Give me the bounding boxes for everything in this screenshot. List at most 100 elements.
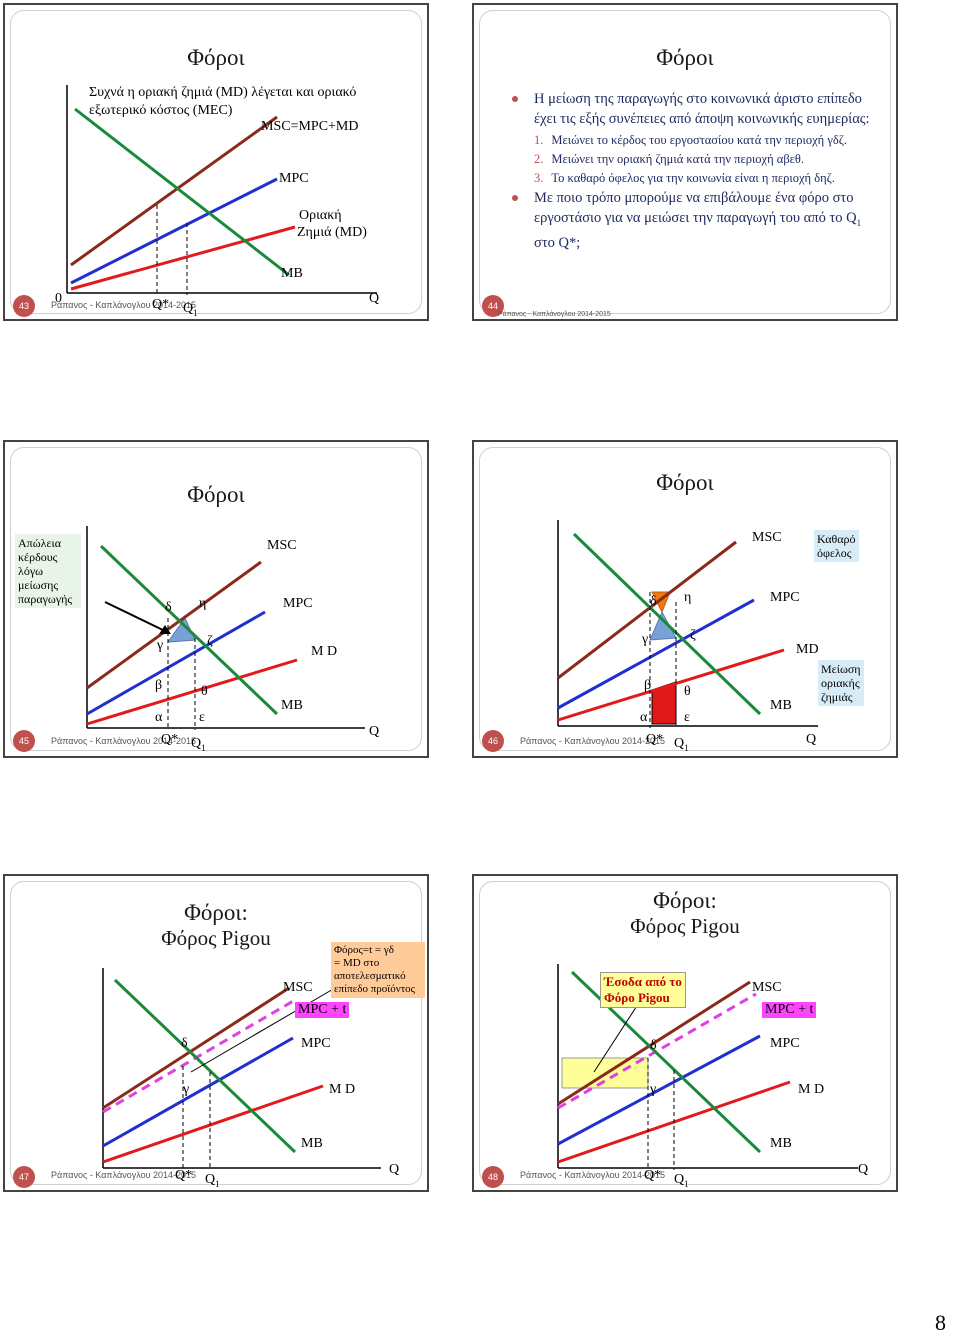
point-beta: β xyxy=(644,678,652,693)
slide-number-badge: 47 xyxy=(13,1166,35,1188)
net-benefit-diagram xyxy=(557,520,818,728)
point-alpha: α xyxy=(640,710,648,725)
slide-title-line1: Φόροι: xyxy=(653,888,717,913)
point-epsilon: ε xyxy=(684,710,690,725)
msc-label: MSC xyxy=(752,980,782,995)
tax-note: Φόρος=t = γδ = MD στο αποτελεσματικό επίπεδ… xyxy=(331,942,425,998)
qstar-label: Q* xyxy=(152,297,170,312)
point-delta: δ xyxy=(165,600,172,615)
msc-curve xyxy=(557,540,737,680)
slide-43: Φόροι Συχνά η οριακή ζημιά (MD) λέγεται … xyxy=(3,3,429,321)
mpc-curve xyxy=(70,177,278,285)
slide-title: Φόροι xyxy=(656,45,714,70)
slide-title-line1: Φόροι: xyxy=(184,900,248,925)
slide-number-badge: 45 xyxy=(13,730,35,752)
md-label: M D xyxy=(311,644,338,659)
point-theta: θ xyxy=(684,684,691,699)
mb-curve xyxy=(74,107,290,277)
q-axis-label: Q xyxy=(389,1162,400,1177)
list-item: 2. Μειώνει την οριακή ζημιά κατά την περι… xyxy=(534,152,805,166)
qstar-label: Q* xyxy=(646,732,664,747)
md-curve xyxy=(102,1084,324,1164)
point-delta: δ xyxy=(650,594,657,609)
list-item: 1. Μειώνει το κέρδος του εργοστασίου κατά… xyxy=(534,133,848,147)
q1-label: Q1 xyxy=(674,1172,689,1189)
slide-title: Φόροι xyxy=(656,470,714,495)
revenue-pointer xyxy=(593,997,643,1073)
revenue-note: Έσοδα από το Φόρο Pigou xyxy=(600,972,686,1008)
footer-text: Ράπανος - Καπλάνογλου 2014-2015 xyxy=(498,311,611,318)
q-axis-label: Q xyxy=(806,732,817,747)
md-label: M D xyxy=(329,1082,356,1097)
page-number: 8 xyxy=(935,1310,946,1335)
slide-frame xyxy=(10,881,422,1185)
slide-frame xyxy=(479,881,891,1185)
msc-label: MSC=MPC+MD xyxy=(261,119,359,134)
slide-number-badge: 46 xyxy=(482,730,504,752)
msc-label: MSC xyxy=(283,980,313,995)
point-beta: β xyxy=(155,678,163,693)
q1-label: Q1 xyxy=(183,301,198,318)
msc-curve xyxy=(70,115,278,267)
qstar-label: Q* xyxy=(175,1168,193,1183)
slide-number-badge: 43 xyxy=(13,295,35,317)
mpc-curve xyxy=(557,598,755,710)
mb-label: MB xyxy=(281,266,303,281)
pigou-tax-diagram xyxy=(102,968,381,1170)
footer-text: Ράπανος - Καπλάνογλου 2014-2015 xyxy=(520,1170,666,1180)
pigou-revenue-diagram xyxy=(557,964,858,1170)
mpc-plus-t-label: MPC + t xyxy=(762,1002,817,1018)
q-axis-label: Q xyxy=(369,724,380,739)
point-epsilon: ε xyxy=(199,710,205,725)
mpc-curve xyxy=(557,1034,761,1146)
point-zeta: ζ xyxy=(207,634,213,649)
footer-text: Ράπανος - Καπλάνογλου 2014-2015 xyxy=(51,1170,197,1180)
md-curve xyxy=(86,658,298,726)
md-label: M D xyxy=(798,1082,825,1097)
mpc-label: MPC xyxy=(770,1036,800,1051)
msc-curve xyxy=(102,986,290,1110)
bullet-2: Με ποιο τρόπο μπορούμε να επιβάλουμε ένα… xyxy=(512,188,882,253)
intro-line1: Συχνά η οριακή ζημιά (MD) λέγεται και ορ… xyxy=(89,85,357,100)
md-label: MD xyxy=(796,642,819,657)
bullet-1: Η μείωση της παραγωγής στο κοινωνικά άρι… xyxy=(512,89,882,129)
md-curve xyxy=(70,225,296,291)
mb-curve xyxy=(99,544,279,716)
tax-pointer xyxy=(190,987,336,1073)
slide-frame xyxy=(479,10,891,314)
msc-label: MSC xyxy=(752,530,782,545)
q1-label: Q1 xyxy=(191,736,206,753)
footer-text: Ράπανος - Καπλάνογλου 2014-2015 xyxy=(51,736,197,746)
slide-frame xyxy=(10,447,422,751)
point-alpha: α xyxy=(155,710,163,725)
mb-label: MB xyxy=(301,1136,323,1151)
slide-body: Η μείωση της παραγωγής στο κοινωνικά άρι… xyxy=(512,89,882,255)
point-delta: δ xyxy=(181,1036,188,1051)
slide-title: Φόροι xyxy=(187,482,245,507)
point-zeta: ζ xyxy=(690,628,696,643)
q-axis-label: Q xyxy=(858,1162,869,1177)
mpc-curve xyxy=(86,610,266,716)
arrow-head xyxy=(159,625,171,634)
slide-frame xyxy=(479,447,891,751)
pointer-arrow xyxy=(104,601,168,633)
point-gamma: γ xyxy=(183,1082,190,1097)
net-benefit-note: Καθαρό όφελος xyxy=(814,530,859,562)
mpc-plus-t-label: MPC + t xyxy=(295,1002,350,1018)
md-reduction-note: Μείωση οριακής ζημιάς xyxy=(818,660,864,706)
list-item: 3. Το καθαρό όφελος για την κοινωνία είνα… xyxy=(534,171,835,185)
point-theta: θ xyxy=(201,684,208,699)
q1-label: Q1 xyxy=(674,736,689,753)
profit-loss-triangle xyxy=(649,610,677,641)
profit-loss-diagram xyxy=(86,526,365,730)
msc-curve xyxy=(86,560,262,690)
slide-46: Φόροι Καθαρό όφελος Μείωση οριακής ζημιάς M… xyxy=(472,440,898,758)
mpc-label: MPC xyxy=(301,1036,331,1051)
mb-curve xyxy=(113,978,297,1154)
slide-number-badge: 48 xyxy=(482,1166,504,1188)
mpc-plus-t-curve xyxy=(557,992,757,1110)
md-label-line1: Οριακή xyxy=(299,208,342,223)
slide-title-line2: Φόρος Pigou xyxy=(161,926,271,950)
md-curve xyxy=(557,648,785,722)
footer-text: Ράπανος - Καπλάνογλου 2014-2015 xyxy=(520,736,666,746)
